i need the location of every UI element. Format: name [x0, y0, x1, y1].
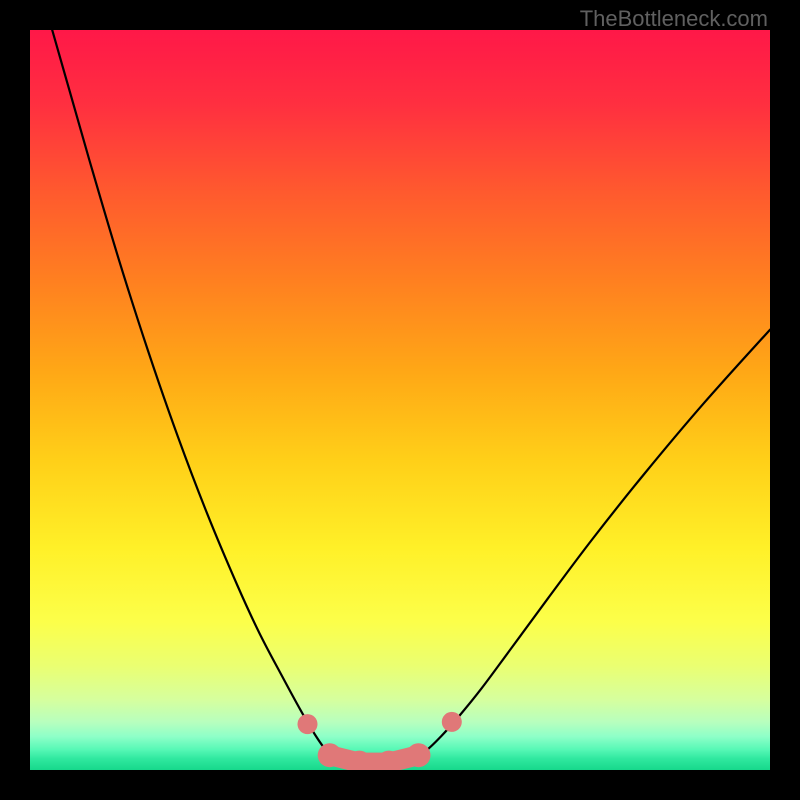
heat-gradient-background [30, 30, 770, 770]
watermark-text: TheBottleneck.com [580, 6, 768, 32]
plot-area [30, 30, 770, 770]
